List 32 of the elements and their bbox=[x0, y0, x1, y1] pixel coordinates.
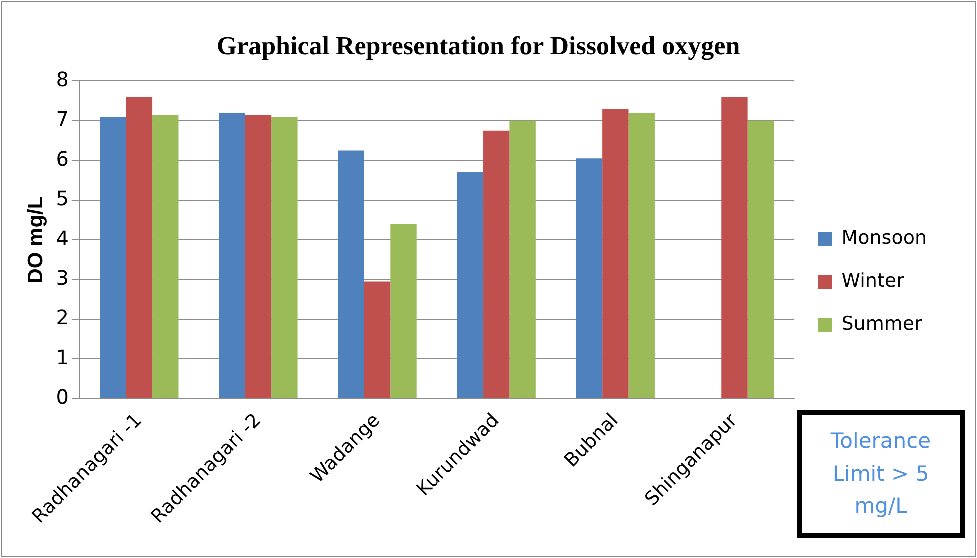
bar bbox=[748, 120, 774, 398]
bar bbox=[457, 172, 484, 398]
bar bbox=[484, 130, 510, 398]
y-tick-label: 2 bbox=[56, 306, 69, 330]
bar bbox=[245, 114, 272, 398]
y-axis-title: DO mg/L bbox=[24, 196, 48, 284]
legend-label: Monsoon bbox=[842, 226, 927, 249]
y-tick-label: 4 bbox=[56, 226, 69, 250]
bar bbox=[100, 116, 126, 398]
y-tick-label: 8 bbox=[56, 67, 69, 92]
bar bbox=[722, 97, 748, 398]
chart-title: Graphical Representation for Dissolved oxygen bbox=[216, 31, 741, 60]
legend-label: Summer bbox=[842, 312, 923, 335]
bar bbox=[364, 282, 391, 398]
bar bbox=[390, 224, 417, 398]
y-tick-label: 5 bbox=[56, 186, 69, 211]
y-tick-label: 0 bbox=[56, 385, 69, 410]
legend-label: Winter bbox=[842, 270, 905, 292]
y-tick-label: 6 bbox=[56, 146, 69, 171]
text-box: Tolerance Limit > 5 mg/L bbox=[797, 410, 965, 538]
bar bbox=[152, 114, 179, 398]
bar bbox=[126, 97, 153, 398]
bar bbox=[272, 116, 298, 398]
bar bbox=[219, 112, 246, 398]
bar bbox=[576, 158, 603, 398]
bar bbox=[628, 112, 655, 398]
y-tick-label: 1 bbox=[56, 345, 69, 370]
bar bbox=[602, 109, 629, 398]
y-tick-label: 7 bbox=[56, 107, 69, 132]
bar bbox=[510, 120, 536, 398]
bar bbox=[338, 150, 364, 398]
y-tick-label: 3 bbox=[56, 266, 69, 290]
